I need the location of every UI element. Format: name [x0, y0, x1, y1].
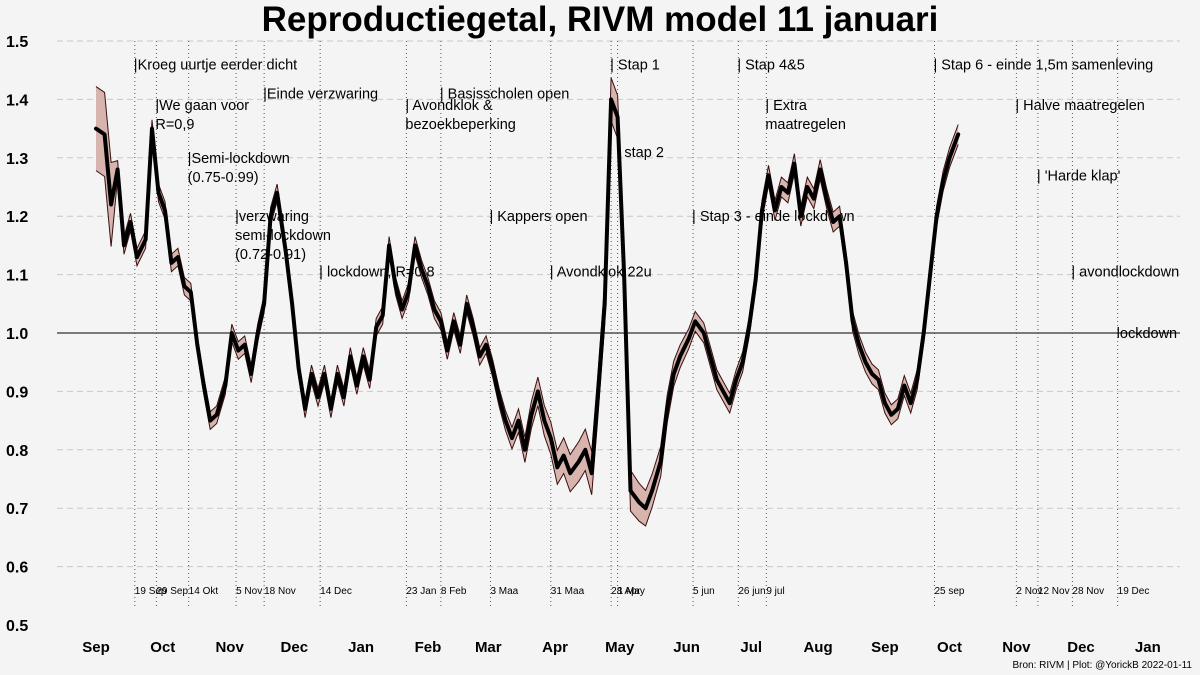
- x-tick-label: Sep: [871, 639, 899, 656]
- event-date-label: 8 Feb: [441, 586, 467, 597]
- event-annotation: | Stap 4&5: [737, 57, 804, 73]
- event-annotation: | avondlockdown: [1071, 265, 1179, 281]
- x-tick-label: Dec: [1067, 639, 1095, 656]
- y-tick-label: 1.0: [6, 326, 28, 343]
- x-tick-label: Sep: [82, 639, 110, 656]
- event-date-label: 23 Jan: [406, 586, 436, 597]
- event-date-label: 18 Nov: [264, 586, 296, 597]
- event-annotation: |Einde verzwaring: [263, 87, 378, 103]
- x-tick-label: Nov: [215, 639, 244, 656]
- event-annotation: | Stap 6 - einde 1,5m samenleving: [933, 57, 1153, 73]
- x-tick-label: Apr: [542, 639, 568, 656]
- event-annotation: (0.75-0.99): [188, 170, 259, 186]
- event-date-label: 9 jul: [766, 586, 784, 597]
- event-annotation: R=0,9: [155, 117, 194, 133]
- event-markers: 19 Sep |Kroeg uurtje eerder dicht 29 Sep |W…: [134, 41, 1179, 607]
- event-annotation: bezoekbeperking: [405, 117, 515, 133]
- event-annotation: | Basisscholen open: [440, 87, 570, 103]
- event-annotation: |Kroeg uurtje eerder dicht: [134, 57, 297, 73]
- event-annotation: (0.72-0.91): [235, 247, 306, 263]
- band-upper-edge: [95, 77, 959, 492]
- confidence-band: [95, 77, 959, 527]
- x-axis: Sep Oct Nov Dec Jan Feb Mar Apr May Jun Jul Aug Sep O…: [82, 639, 1161, 656]
- event-annotation: | Extra: [765, 98, 808, 114]
- event-annotation: |We gaan voor: [155, 98, 249, 114]
- x-tick-label: Oct: [937, 639, 962, 656]
- y-tick-label: 0.9: [6, 384, 28, 401]
- y-tick-label: 0.8: [6, 443, 28, 460]
- band-fill: [96, 77, 959, 526]
- y-tick-label: 1.4: [6, 92, 28, 109]
- y-tick-label: 0.7: [6, 501, 28, 518]
- event-date-label: 19 Sep: [135, 586, 167, 597]
- event-annotation: | Avondklok 22u: [550, 265, 652, 281]
- chart-title: Reproductiegetal, RIVM model 11 januari: [262, 0, 939, 39]
- event-date-label: 3 Maa: [490, 586, 518, 597]
- event-annotation: | Kappers open: [489, 209, 587, 225]
- event-date-label: 26 jun: [738, 586, 765, 597]
- event-date-label: 28 Nov: [1072, 586, 1104, 597]
- event-date-label: 5 Nov: [236, 586, 262, 597]
- y-tick-label: 1.2: [6, 209, 28, 226]
- event-date-label: 12 Nov: [1038, 586, 1070, 597]
- r-series: [94, 97, 961, 511]
- event-annotation: | Halve maatregelen: [1015, 98, 1145, 114]
- event-date-label: 1 May: [618, 586, 645, 597]
- event-annotation: | 'Harde klap': [1037, 168, 1121, 184]
- y-tick-label: 1.5: [6, 34, 28, 51]
- band-lower-edge: [95, 120, 959, 527]
- event-date-label: 28 Apr: [611, 586, 641, 597]
- y-tick-label: 1.1: [6, 268, 28, 285]
- event-annotation: | Avondklok &: [405, 98, 493, 114]
- event-date-label: 25 sep: [934, 586, 964, 597]
- event-annotation: | lockdown, R=0.8: [319, 265, 434, 281]
- x-tick-label: Nov: [1002, 639, 1031, 656]
- event-date-label: 14 Dec: [320, 586, 352, 597]
- event-annotation: lockdown: [1117, 326, 1177, 342]
- event-date-label: 31 Maa: [551, 586, 585, 597]
- x-tick-label: Oct: [150, 639, 175, 656]
- event-date-label: 14 Okt: [189, 586, 219, 597]
- x-tick-label: Jun: [673, 639, 700, 656]
- event-date-label: 19 Dec: [1118, 586, 1150, 597]
- y-tick-label: 0.6: [6, 560, 28, 577]
- y-axis: 0.5 0.6 0.7 0.8 0.9 1.0 1.1 1.2 1.3 1.4 1.5: [6, 34, 28, 635]
- event-annotation: | Stap 3 - einde lockdown: [692, 209, 855, 225]
- event-date-label: 29 Sep: [156, 586, 188, 597]
- x-tick-label: Jan: [1135, 639, 1161, 656]
- x-tick-label: Jul: [740, 639, 762, 656]
- event-date-label: 2 Nov: [1016, 586, 1042, 597]
- source-note: Bron: RIVM | Plot: @YorickB 2022-01-11: [1013, 660, 1193, 671]
- event-annotation: | Stap 1: [610, 57, 660, 73]
- x-tick-label: Mar: [475, 639, 502, 656]
- y-tick-label: 0.5: [6, 618, 28, 635]
- x-tick-label: Feb: [415, 639, 442, 656]
- r-line: [94, 97, 961, 511]
- x-tick-label: Aug: [803, 639, 832, 656]
- event-date-label: 5 jun: [693, 586, 715, 597]
- x-tick-label: Dec: [281, 639, 309, 656]
- event-annotation: | stap 2: [617, 145, 664, 161]
- x-tick-label: Jan: [348, 639, 374, 656]
- event-annotation: |Semi-lockdown: [188, 151, 290, 167]
- x-tick-label: May: [605, 639, 635, 656]
- y-tick-label: 1.3: [6, 151, 28, 168]
- event-annotation: maatregelen: [765, 117, 846, 133]
